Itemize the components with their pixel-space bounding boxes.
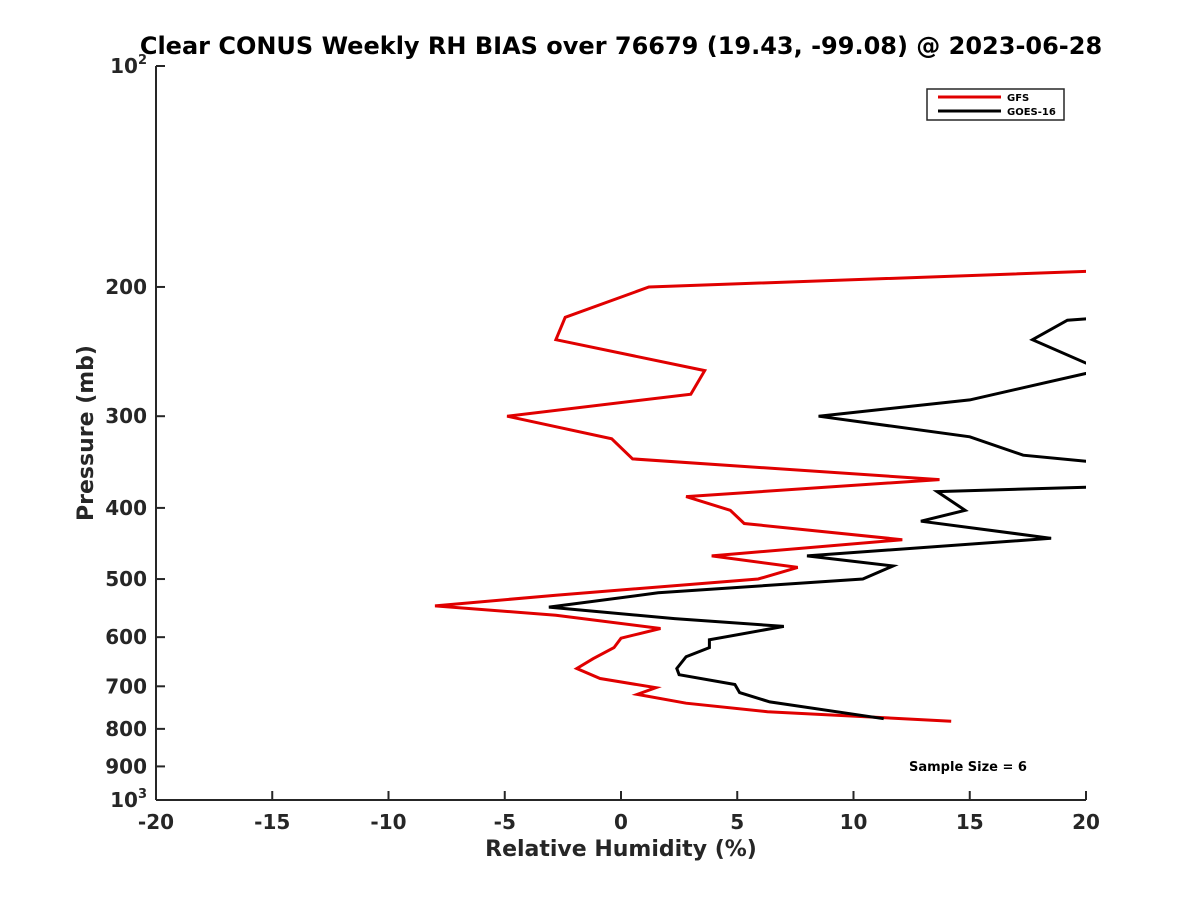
legend-label-gfs: GFS: [1007, 93, 1029, 104]
sample-size-annotation: Sample Size = 6: [909, 760, 1027, 775]
x-tick-label: 15: [956, 810, 984, 834]
series-layer: [434, 269, 1086, 723]
x-tick-label: -10: [370, 810, 406, 834]
legend-label-goes-16: GOES-16: [1007, 107, 1056, 118]
ticks-layer: -20 -15 -10 -5 0 5 10 15 20 102 200 300 400 500 600 700…: [105, 53, 1100, 834]
y-tick-label: 500: [105, 567, 147, 591]
y-tick-label: 700: [105, 674, 147, 698]
y-tick-label: 103: [110, 787, 147, 812]
legend: GFS GOES-16: [926, 88, 1065, 121]
y-tick-label: 900: [105, 754, 147, 778]
x-tick-label: 5: [730, 810, 744, 834]
y-tick-label: 800: [105, 717, 147, 741]
x-tick-label: -15: [254, 810, 290, 834]
y-tick-label: 300: [105, 404, 147, 428]
x-tick-label: 10: [840, 810, 868, 834]
y-tick-label: 102: [110, 53, 147, 78]
x-tick-label: -5: [494, 810, 516, 834]
x-axis-label: Relative Humidity (%): [485, 837, 757, 862]
x-tick-label: 0: [614, 810, 628, 834]
chart-title: Clear CONUS Weekly RH BIAS over 76679 (1…: [140, 32, 1102, 60]
y-tick-label: 400: [105, 496, 147, 520]
legend-box: [926, 88, 1065, 121]
y-tick-label: 200: [105, 275, 147, 299]
series-line-gfs: [434, 269, 1086, 723]
series-line-goes-16: [548, 317, 1086, 721]
x-tick-label: 20: [1072, 810, 1100, 834]
y-tick-label: 600: [105, 625, 147, 649]
x-tick-label: -20: [138, 810, 174, 834]
y-axis-label: Pressure (mb): [74, 345, 99, 521]
